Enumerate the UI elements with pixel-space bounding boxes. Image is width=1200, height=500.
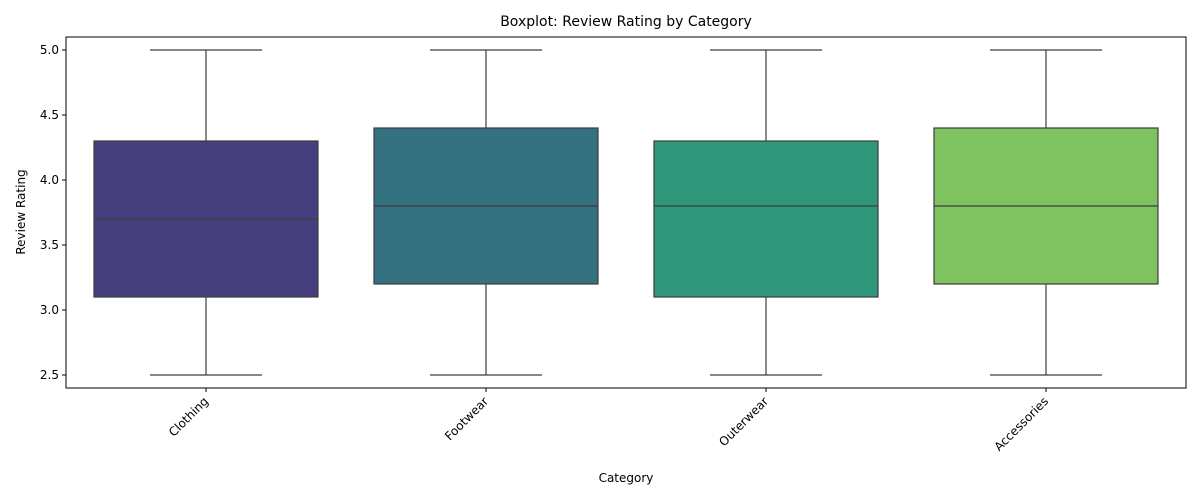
y-tick-label: 5.0 [40, 43, 59, 57]
y-tick-label: 3.5 [40, 238, 59, 252]
y-tick-label: 2.5 [40, 368, 59, 382]
y-axis: 2.5 3.0 3.5 4.0 4.5 5.0 [40, 43, 66, 382]
y-tick-label: 4.0 [40, 173, 59, 187]
box-group-footwear [373, 49, 599, 376]
y-tick-label: 4.5 [40, 108, 59, 122]
y-axis-label: Review Rating [14, 169, 28, 254]
boxes-layer [93, 49, 1159, 376]
box-group-outerwear [653, 49, 879, 376]
x-axis-label: Category [599, 471, 654, 485]
box-group-accessories [933, 49, 1159, 376]
y-tick-label: 3.0 [40, 303, 59, 317]
x-tick-label: Outerwear [716, 394, 771, 449]
x-tick-label: Footwear [442, 394, 491, 443]
box-group-clothing [93, 49, 319, 376]
chart-title: Boxplot: Review Rating by Category [500, 14, 752, 30]
x-axis: Clothing Footwear Outerwear Accessories [166, 388, 1051, 454]
plot-frame [65, 36, 1187, 389]
x-tick-label: Accessories [991, 394, 1051, 454]
x-tick-label: Clothing [166, 394, 211, 439]
iqr-box [653, 140, 879, 298]
